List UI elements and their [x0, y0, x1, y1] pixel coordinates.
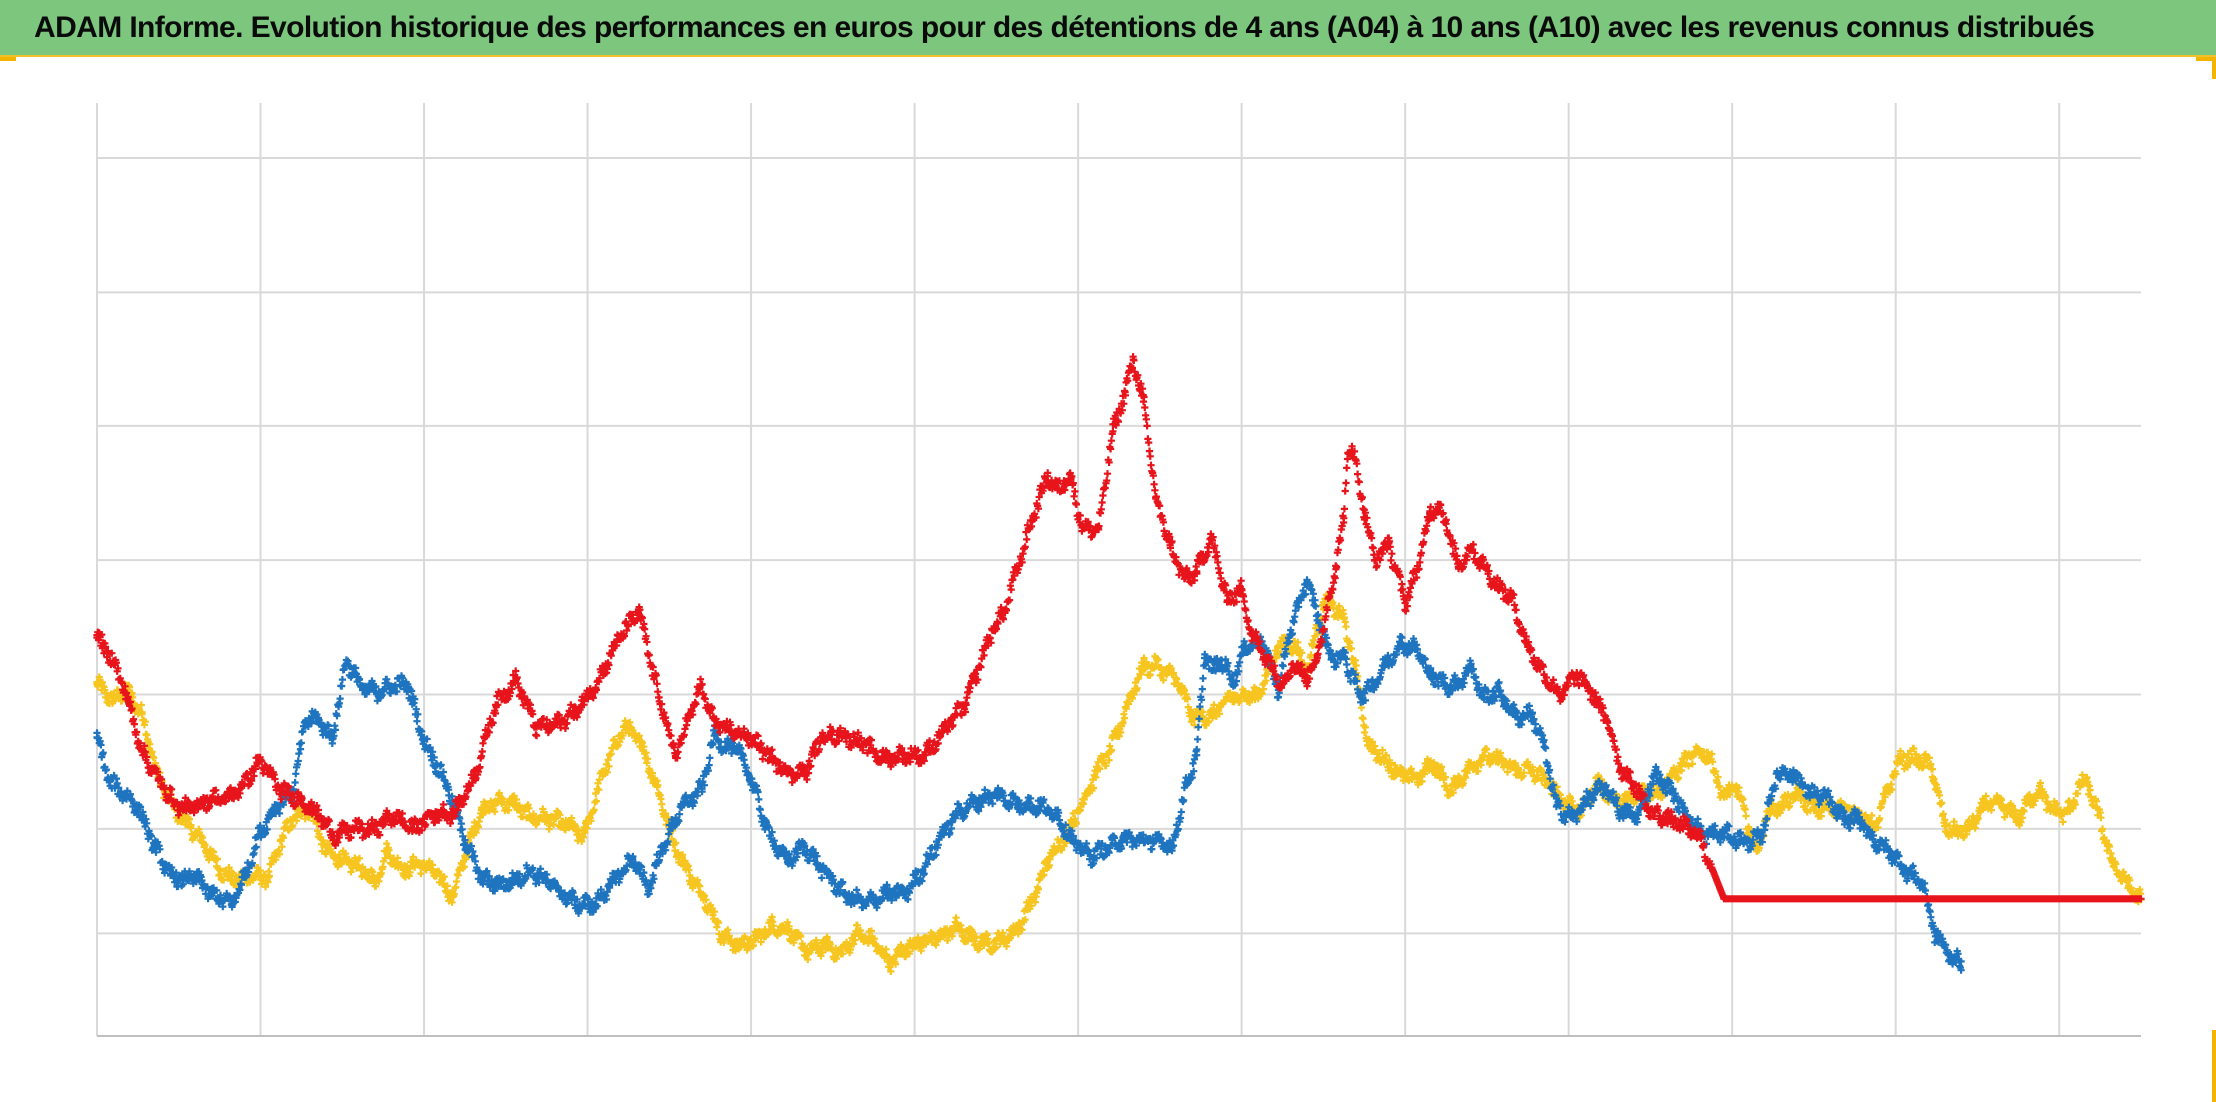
series-markers	[93, 591, 2145, 975]
plot-area	[97, 103, 2141, 1036]
series-2	[93, 591, 2145, 975]
series-1	[93, 576, 1965, 974]
chart-title: ADAM Informe. Evolution historique des p…	[34, 11, 2095, 44]
corner-accent-top-right	[2196, 57, 2216, 61]
corner-accent-right-top	[2212, 57, 2216, 79]
series-markers	[93, 576, 1965, 974]
series-layer	[93, 353, 2145, 975]
series-0	[93, 353, 2145, 903]
title-bar: ADAM Informe. Evolution historique des p…	[0, 0, 2216, 57]
corner-accent-top-left	[0, 57, 16, 61]
series-markers	[93, 353, 2145, 903]
corner-accent-right-bottom	[2212, 1030, 2216, 1102]
